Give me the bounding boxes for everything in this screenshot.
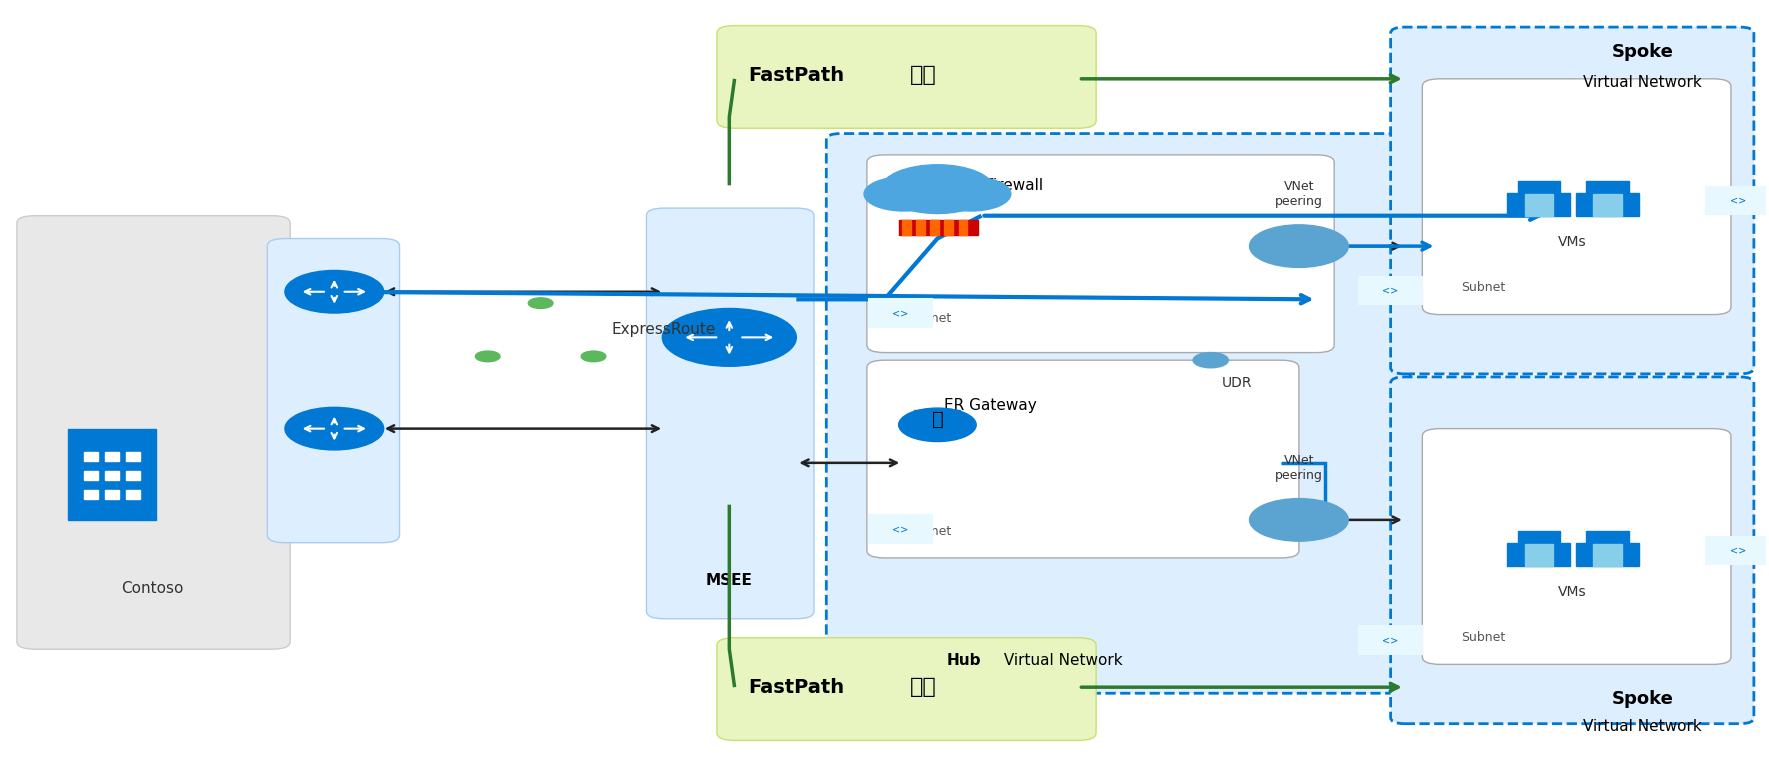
Bar — [1525, 195, 1553, 216]
Bar — [899, 220, 978, 234]
Bar — [1507, 193, 1571, 216]
Text: VNet
peering: VNet peering — [1275, 180, 1323, 208]
FancyBboxPatch shape — [826, 133, 1410, 693]
FancyBboxPatch shape — [867, 155, 1334, 352]
Text: Spoke: Spoke — [1612, 689, 1673, 708]
Circle shape — [904, 184, 971, 214]
Bar — [1707, 537, 1769, 564]
Bar — [1518, 532, 1560, 542]
Text: Subnet: Subnet — [1461, 281, 1505, 294]
Circle shape — [932, 177, 1010, 211]
Bar — [930, 220, 939, 234]
Bar — [1576, 193, 1640, 216]
Circle shape — [863, 177, 943, 211]
Bar — [126, 490, 140, 499]
Circle shape — [881, 165, 994, 214]
Text: Subnet: Subnet — [1461, 631, 1505, 644]
FancyBboxPatch shape — [716, 25, 1097, 128]
Bar — [126, 452, 140, 461]
Bar — [83, 452, 97, 461]
Bar — [1359, 277, 1422, 304]
FancyBboxPatch shape — [1422, 429, 1730, 664]
Circle shape — [285, 408, 384, 450]
Bar — [916, 220, 925, 234]
Circle shape — [285, 270, 384, 313]
Bar — [1576, 542, 1640, 565]
Text: <>: <> — [1383, 635, 1399, 645]
FancyBboxPatch shape — [646, 208, 814, 619]
Bar — [1507, 542, 1571, 565]
Bar — [104, 471, 119, 480]
Text: 👤🌐: 👤🌐 — [909, 65, 936, 85]
Text: Hub: Hub — [946, 653, 980, 668]
Text: <>: <> — [1730, 195, 1746, 205]
Text: VMs: VMs — [1558, 585, 1587, 599]
FancyBboxPatch shape — [1390, 377, 1753, 724]
Bar — [959, 220, 968, 234]
Text: <>: <> — [1730, 545, 1746, 555]
Bar — [104, 490, 119, 499]
Text: VMs: VMs — [1558, 235, 1587, 249]
Circle shape — [476, 351, 501, 362]
Text: Subnet: Subnet — [907, 525, 952, 538]
Bar — [1518, 182, 1560, 193]
Bar — [945, 220, 953, 234]
Text: Subnet: Subnet — [907, 312, 952, 325]
FancyBboxPatch shape — [1422, 79, 1730, 315]
Circle shape — [582, 351, 605, 362]
FancyBboxPatch shape — [1390, 27, 1753, 374]
Bar — [1525, 544, 1553, 565]
Bar — [1587, 182, 1629, 193]
Circle shape — [1249, 225, 1348, 267]
Text: <>: <> — [892, 308, 909, 318]
Bar — [869, 516, 932, 542]
Text: FastPath: FastPath — [748, 66, 844, 84]
Bar — [104, 452, 119, 461]
Bar — [126, 471, 140, 480]
Circle shape — [899, 408, 976, 441]
Text: FastPath: FastPath — [748, 678, 844, 697]
Circle shape — [1192, 352, 1228, 368]
Bar — [1707, 187, 1769, 214]
Text: 👤🌐: 👤🌐 — [909, 677, 936, 697]
Bar — [1594, 544, 1622, 565]
Text: Azure Firewall: Azure Firewall — [938, 178, 1044, 193]
Text: Contoso: Contoso — [122, 581, 184, 596]
Text: <>: <> — [892, 524, 909, 534]
Bar — [869, 300, 932, 327]
Text: ExpressRoute: ExpressRoute — [610, 322, 715, 337]
Bar — [83, 471, 97, 480]
Circle shape — [662, 309, 796, 366]
Bar — [83, 490, 97, 499]
Circle shape — [1249, 499, 1348, 541]
Text: Virtual Network: Virtual Network — [999, 653, 1123, 668]
Bar — [902, 220, 911, 234]
Text: Spoke: Spoke — [1612, 43, 1673, 61]
Text: <>: <> — [1383, 285, 1399, 295]
FancyBboxPatch shape — [267, 238, 400, 542]
Text: UDR: UDR — [1222, 376, 1252, 390]
Bar — [1594, 195, 1622, 216]
Text: VNet
peering: VNet peering — [1275, 454, 1323, 482]
Bar — [1587, 532, 1629, 542]
Text: Virtual Network: Virtual Network — [1583, 75, 1702, 90]
FancyBboxPatch shape — [18, 216, 290, 649]
FancyBboxPatch shape — [716, 638, 1097, 741]
Text: Virtual Network: Virtual Network — [1583, 719, 1702, 735]
Text: 🔒: 🔒 — [932, 410, 943, 429]
Bar — [67, 429, 156, 520]
Text: MSEE: MSEE — [706, 573, 754, 588]
Text: ER Gateway: ER Gateway — [945, 398, 1037, 414]
Circle shape — [529, 298, 554, 309]
FancyBboxPatch shape — [867, 360, 1298, 558]
Bar — [1359, 627, 1422, 653]
Bar — [915, 410, 961, 425]
